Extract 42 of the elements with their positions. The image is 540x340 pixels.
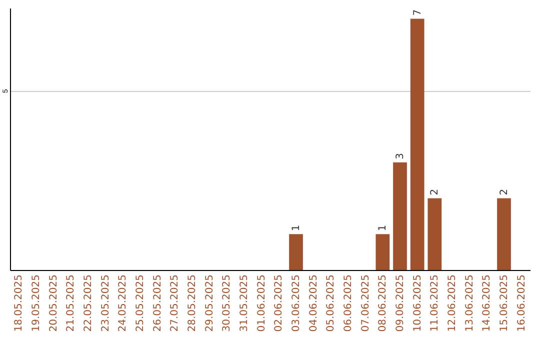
x-tick-label: 24.05.2025 xyxy=(118,274,129,332)
x-tick-label: 22.05.2025 xyxy=(83,274,94,332)
x-tick-label: 28.05.2025 xyxy=(187,274,198,332)
bar xyxy=(393,162,407,270)
x-tick-label: 13.06.2025 xyxy=(464,274,476,332)
data-label: 2 xyxy=(499,188,510,196)
data-label: 1 xyxy=(378,224,389,232)
x-tick-label: 16.06.2025 xyxy=(516,274,528,332)
data-label: 7 xyxy=(412,9,424,16)
bar xyxy=(376,234,390,270)
bar xyxy=(428,198,442,270)
x-tick-label: 25.05.2025 xyxy=(135,274,146,332)
data-label: 1 xyxy=(291,224,302,232)
bar xyxy=(289,234,303,270)
x-tick-label: 02.06.2025 xyxy=(274,274,285,332)
x-tick-label: 01.06.2025 xyxy=(256,274,268,332)
x-tick-label: 04.06.2025 xyxy=(308,274,320,332)
x-tick-label: 23.05.2025 xyxy=(100,274,112,332)
x-tick-label: 19.05.2025 xyxy=(31,274,42,332)
x-tick-label: 27.05.2025 xyxy=(170,274,181,332)
x-tick-label: 14.06.2025 xyxy=(482,274,493,332)
x-tick-label: 06.06.2025 xyxy=(343,274,354,332)
data-label: 2 xyxy=(430,188,441,196)
x-tick-label: 26.05.2025 xyxy=(152,274,164,332)
x-tick-label: 10.06.2025 xyxy=(412,274,424,332)
x-tick-label: 11.06.2025 xyxy=(430,274,441,332)
x-tick-label: 31.05.2025 xyxy=(239,274,250,332)
x-tick-label: 29.05.2025 xyxy=(204,274,216,332)
x-tick-label: 20.05.2025 xyxy=(48,274,60,332)
x-tick-label: 07.06.2025 xyxy=(360,274,372,332)
x-tick-label: 05.06.2025 xyxy=(326,274,337,332)
x-tick-label: 08.06.2025 xyxy=(378,274,389,332)
data-label: 3 xyxy=(395,152,406,160)
x-tick-label: 30.05.2025 xyxy=(222,274,233,332)
x-tick-label: 15.06.2025 xyxy=(499,274,510,332)
x-tick-label: 09.06.2025 xyxy=(395,274,406,332)
bar xyxy=(410,18,424,270)
bar xyxy=(497,198,511,270)
x-tick-label: 12.06.2025 xyxy=(447,274,458,332)
x-tick-label: 18.05.2025 xyxy=(14,274,25,332)
x-tick-label: 03.06.2025 xyxy=(291,274,302,332)
x-tick-label: 21.05.2025 xyxy=(66,274,77,332)
